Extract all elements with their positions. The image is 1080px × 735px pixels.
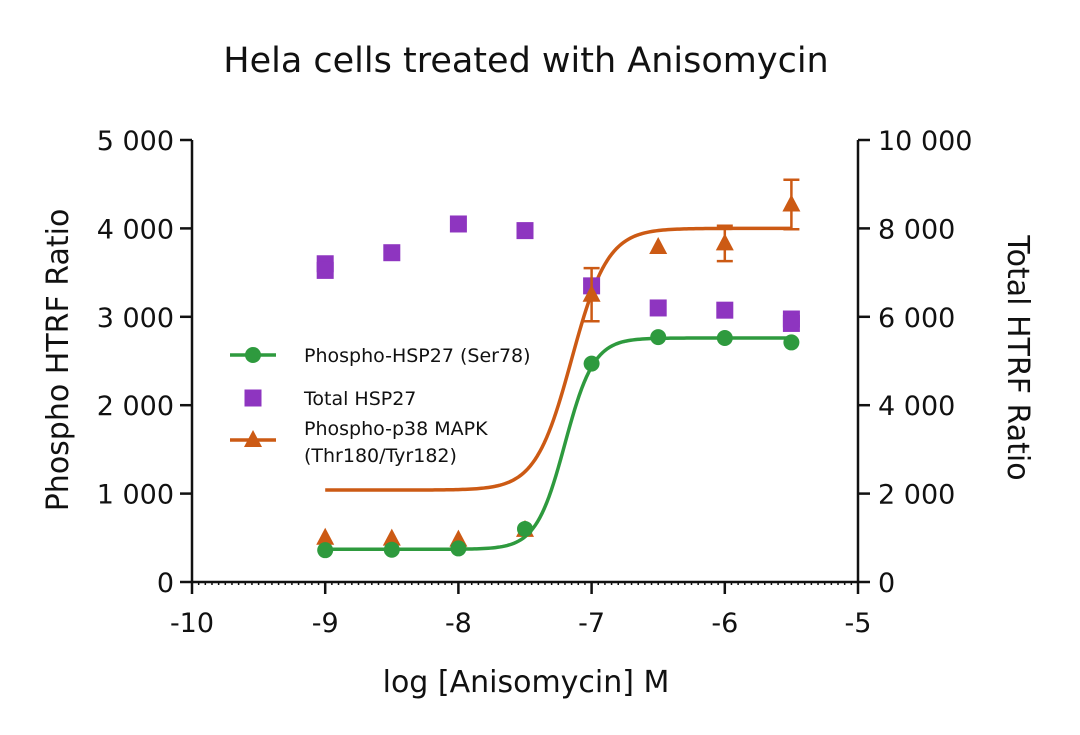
- data-point-circle: [716, 330, 733, 347]
- data-point-circle: [650, 329, 667, 346]
- y-right-tick-label: 10 000: [878, 126, 972, 157]
- y-left-tick-label: 4 000: [97, 214, 174, 245]
- x-tick-label: -9: [312, 608, 339, 639]
- data-point-square: [449, 215, 467, 233]
- legend: Phospho-HSP27 (Ser78) Total HSP27 Phospho-…: [230, 345, 531, 467]
- y-axis-right-title: Total HTRF Ratio: [1000, 234, 1035, 480]
- legend-marker-triangle: [244, 430, 262, 447]
- chart-title: Hela cells treated with Anisomycin: [223, 41, 829, 81]
- data-point-square: [383, 244, 401, 262]
- y-left-tick-label: 0: [157, 568, 174, 599]
- data-points: [316, 178, 801, 559]
- fit-curves: [325, 226, 792, 552]
- data-point-circle: [450, 540, 467, 557]
- data-point-square: [316, 261, 334, 279]
- legend-label: Total HSP27: [303, 388, 416, 410]
- data-point-square: [716, 301, 734, 319]
- data-point-circle: [583, 355, 600, 372]
- y-right-tick-label: 0: [878, 568, 895, 599]
- y-axis-left-title: Phospho HTRF Ratio: [41, 209, 76, 512]
- x-tick-label: -5: [845, 608, 872, 639]
- y-left-tick-label: 3 000: [97, 303, 174, 334]
- x-tick-label: -10: [170, 608, 214, 639]
- data-point-circle: [517, 520, 533, 537]
- y-left-tick-label: 5 000: [97, 126, 174, 157]
- data-point-triangle: [582, 284, 601, 302]
- y-right-tick-label: 8 000: [878, 214, 955, 245]
- data-point-triangle: [782, 194, 801, 212]
- fit-curve-phospho-p38: [325, 226, 792, 492]
- x-axis-title: log [Anisomycin] M: [383, 665, 670, 700]
- legend-label: Phospho-p38 MAPK: [304, 418, 488, 440]
- x-tick-label: -6: [711, 608, 738, 639]
- y-right-tick-label: 4 000: [878, 391, 955, 422]
- data-point-triangle: [382, 528, 401, 546]
- fit-curve-phospho-hsp27: [325, 336, 792, 552]
- y-right-tick-label: 2 000: [878, 480, 955, 511]
- legend-label: Phospho-HSP27 (Ser78): [304, 345, 531, 367]
- data-point-circle: [383, 541, 400, 558]
- legend-marker-circle: [245, 347, 261, 363]
- data-point-square: [649, 299, 667, 317]
- data-point-triangle: [715, 233, 734, 251]
- x-tick-label: -8: [445, 608, 472, 639]
- data-point-triangle: [316, 527, 335, 545]
- data-point-square: [516, 222, 534, 240]
- y-left-tick-label: 2 000: [97, 391, 174, 422]
- legend-label-line2: (Thr180/Tyr182): [304, 445, 457, 467]
- data-point-square: [782, 314, 800, 332]
- data-point-triangle: [649, 236, 668, 254]
- legend-marker-square: [244, 389, 262, 407]
- x-tick-label: -7: [578, 608, 605, 639]
- y-left-tick-label: 1 000: [97, 480, 174, 511]
- data-point-circle: [317, 542, 334, 559]
- data-point-circle: [783, 334, 800, 351]
- y-right-tick-label: 6 000: [878, 303, 955, 334]
